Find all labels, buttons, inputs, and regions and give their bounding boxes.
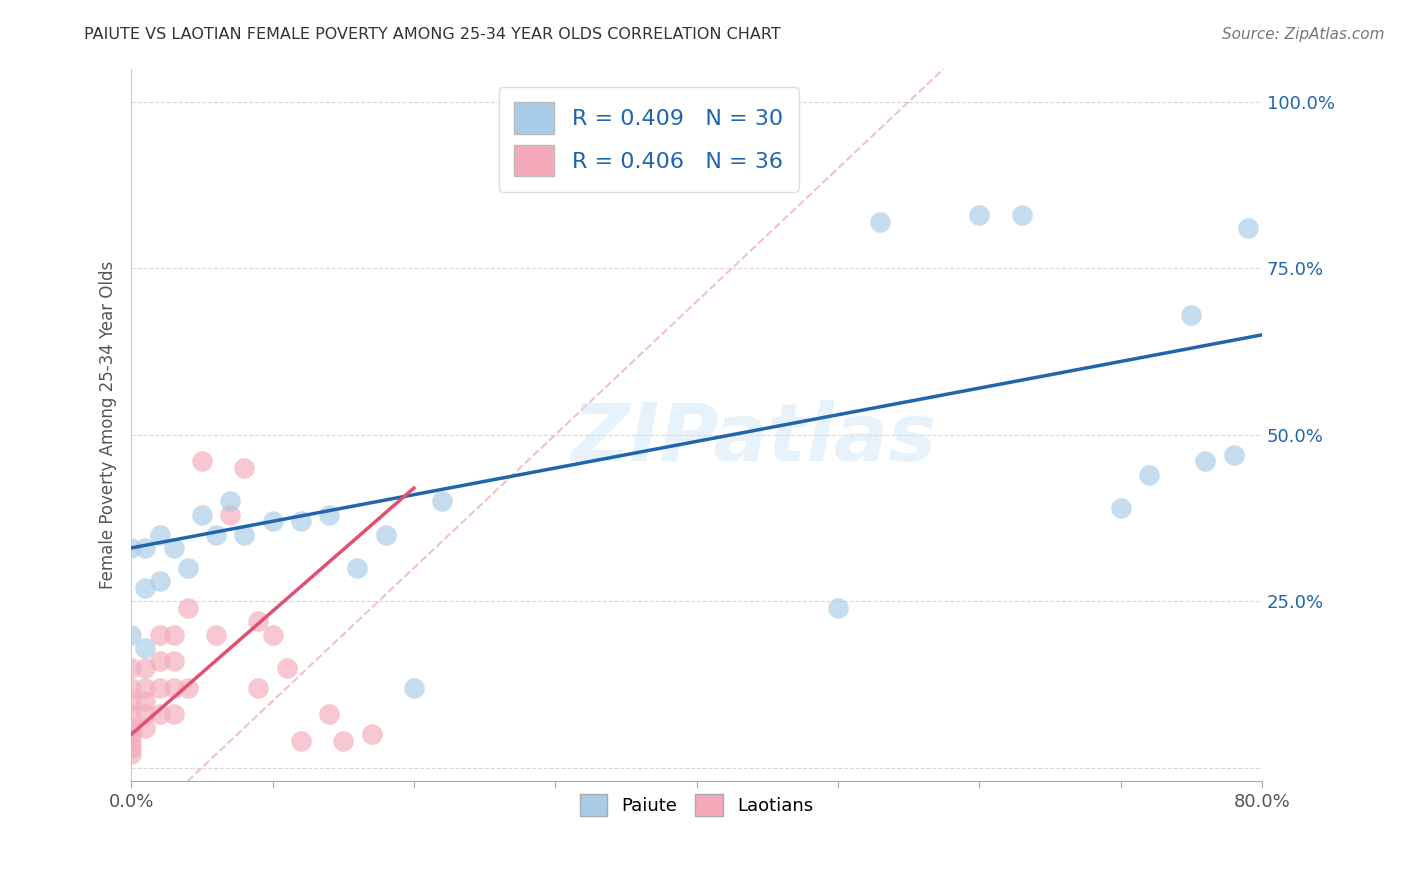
Text: PAIUTE VS LAOTIAN FEMALE POVERTY AMONG 25-34 YEAR OLDS CORRELATION CHART: PAIUTE VS LAOTIAN FEMALE POVERTY AMONG 2… (84, 27, 782, 42)
Point (869, 215, 891, 229)
Point (360, 727, 382, 741)
Point (205, 527, 228, 541)
Point (134, 661, 156, 675)
Point (290, 734, 312, 748)
Point (262, 627, 284, 641)
Point (177, 681, 200, 695)
Point (134, 721, 156, 735)
Point (374, 527, 396, 541)
Point (163, 654, 186, 668)
Point (262, 514, 284, 528)
Point (134, 694, 156, 708)
Point (148, 574, 170, 589)
Point (233, 527, 256, 541)
Point (1180, 308, 1202, 322)
Point (967, 208, 990, 222)
Point (120, 734, 142, 748)
Point (134, 707, 156, 722)
Point (191, 508, 214, 522)
Point (148, 681, 170, 695)
Point (1194, 454, 1216, 468)
Y-axis label: Female Poverty Among 25-34 Year Olds: Female Poverty Among 25-34 Year Olds (100, 260, 117, 589)
Point (163, 681, 186, 695)
Point (1236, 221, 1258, 235)
Point (191, 454, 214, 468)
Point (247, 681, 270, 695)
Point (177, 600, 200, 615)
Point (318, 508, 340, 522)
Point (247, 614, 270, 628)
Point (827, 600, 849, 615)
Point (120, 707, 142, 722)
Point (205, 627, 228, 641)
Point (1137, 467, 1160, 482)
Point (290, 514, 312, 528)
Point (120, 747, 142, 762)
Point (120, 721, 142, 735)
Point (219, 494, 242, 508)
Point (402, 681, 425, 695)
Point (148, 527, 170, 541)
Point (120, 727, 142, 741)
Point (148, 627, 170, 641)
Point (1109, 500, 1132, 515)
Point (276, 661, 298, 675)
Point (120, 694, 142, 708)
Point (346, 561, 368, 575)
Point (163, 541, 186, 555)
Point (134, 681, 156, 695)
Point (120, 627, 142, 641)
Point (163, 627, 186, 641)
Text: ZIPatlas: ZIPatlas (571, 400, 935, 478)
Text: Source: ZipAtlas.com: Source: ZipAtlas.com (1222, 27, 1385, 42)
Point (219, 508, 242, 522)
Point (148, 654, 170, 668)
Point (177, 561, 200, 575)
Point (134, 581, 156, 595)
Point (120, 541, 142, 555)
Point (332, 734, 354, 748)
Point (134, 541, 156, 555)
Point (120, 740, 142, 755)
Point (430, 494, 453, 508)
Point (233, 461, 256, 475)
Point (163, 707, 186, 722)
Point (1222, 448, 1244, 462)
Point (134, 640, 156, 655)
Point (120, 661, 142, 675)
Point (318, 707, 340, 722)
Point (1011, 208, 1033, 222)
Legend: Paiute, Laotians: Paiute, Laotians (571, 785, 823, 825)
Point (148, 707, 170, 722)
Point (120, 681, 142, 695)
